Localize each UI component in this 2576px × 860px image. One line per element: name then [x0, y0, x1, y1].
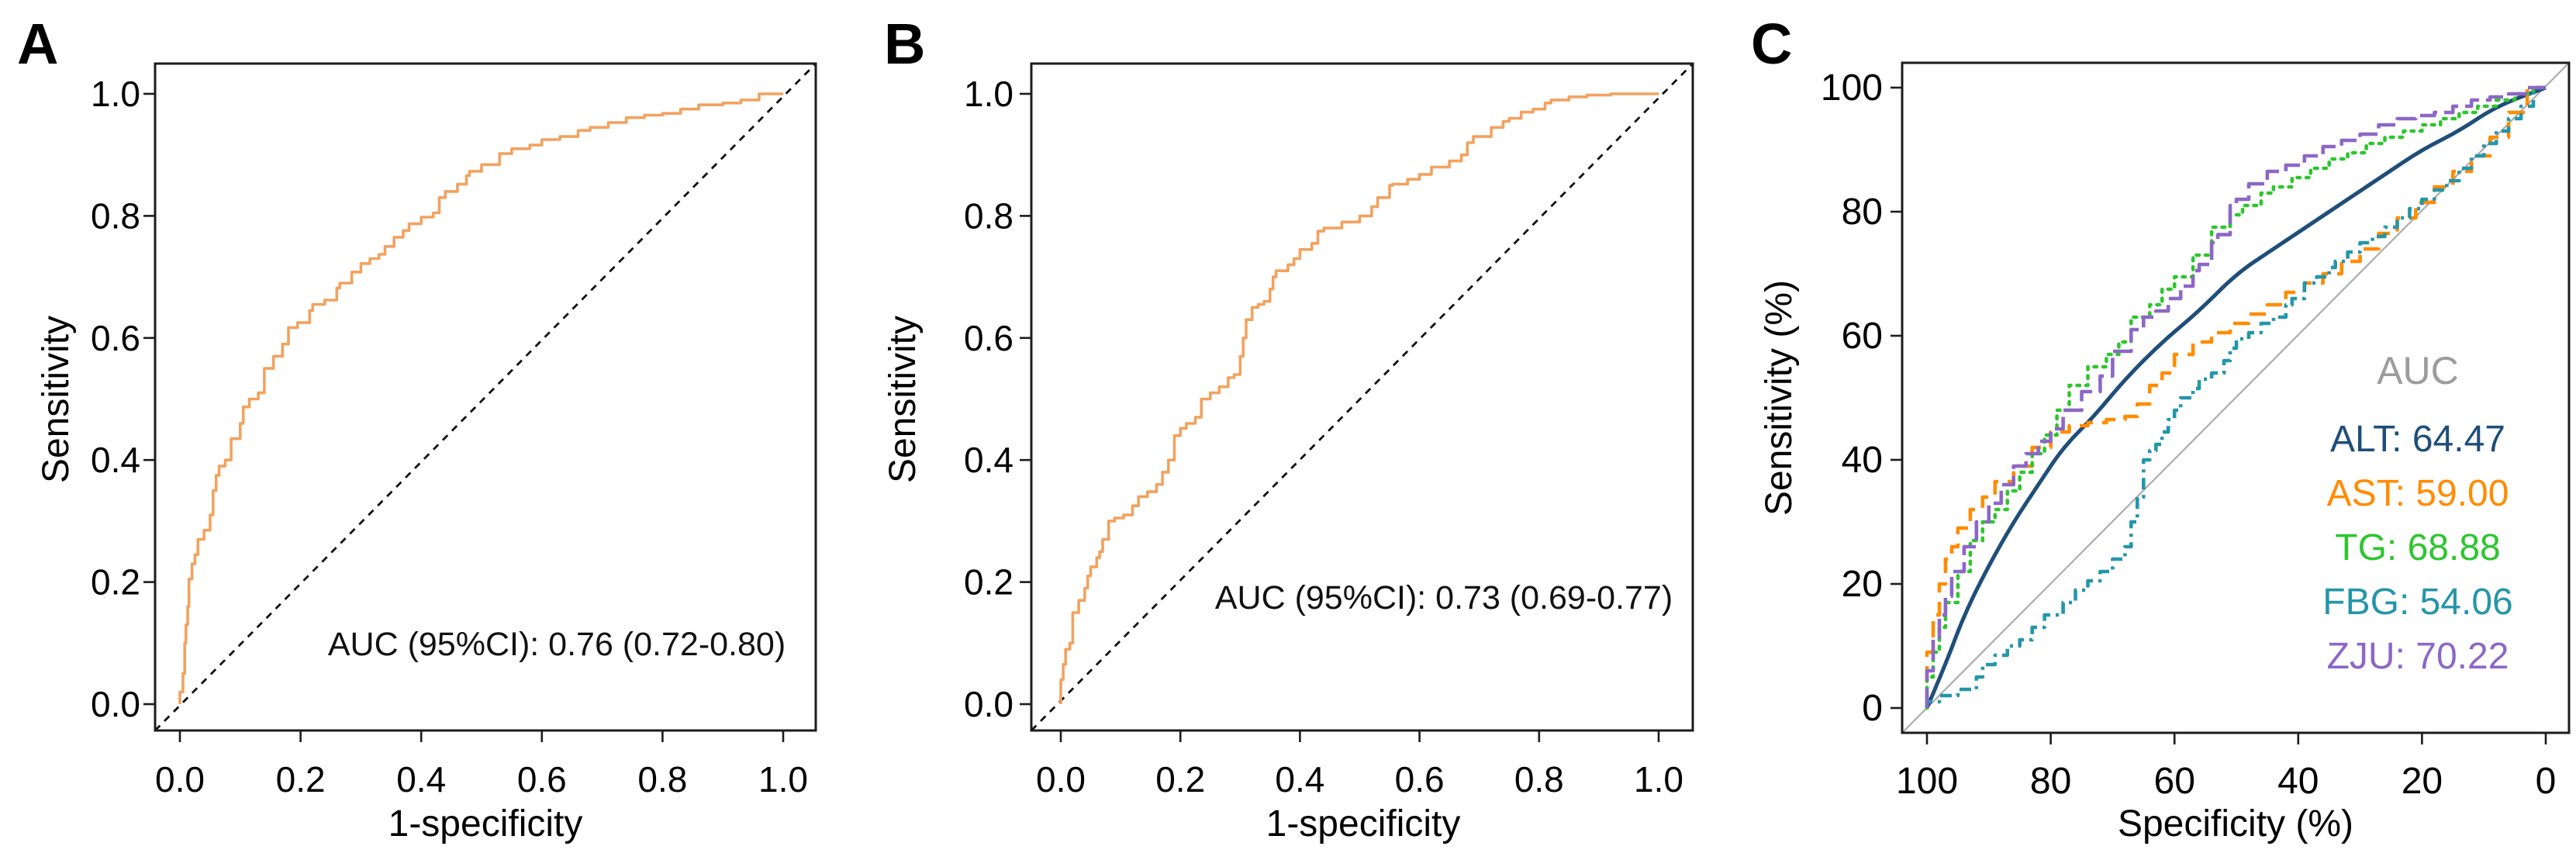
panel-a-letter: A	[17, 12, 59, 76]
panel-c-x-tick-label: 0	[2536, 761, 2557, 802]
panel-b-y-tick-label: 0.4	[964, 440, 1013, 480]
panel-c-x-tick-label: 100	[1896, 761, 1958, 802]
panel-c-x-axis-title: Specificity (%)	[2118, 803, 2353, 844]
panel-b-reference-diagonal	[1031, 63, 1694, 731]
panel-c-y-tick-label: 60	[1842, 316, 1883, 357]
panel-c-legend-entry-tg: TG: 68.88	[2335, 527, 2500, 568]
panel-b-auc-annotation: AUC (95%CI): 0.73 (0.69-0.77)	[1215, 579, 1673, 617]
panel-b-x-axis-title: 1-specificity	[1266, 803, 1461, 844]
panel-c-x-tick-label: 80	[2030, 761, 2071, 802]
panel-a-x-tick-label: 0.8	[637, 759, 687, 800]
panel-a-x-tick-label: 0.4	[396, 759, 446, 800]
panel-c-y-tick-label: 0	[1862, 688, 1883, 729]
panel-a-reference-diagonal	[154, 63, 817, 731]
panel-c-legend-entry-alt: ALT: 64.47	[2330, 419, 2505, 460]
panel-b-y-axis-title: Sensitivity	[882, 316, 924, 483]
panel-a-y-tick-label: 0.0	[91, 684, 140, 724]
panel-a-x-tick-label: 1.0	[758, 759, 808, 800]
panel-c-roc-curve-alt	[1925, 85, 2547, 709]
panel-b-y-tick-label: 0.2	[964, 562, 1013, 603]
panel-c-legend-title: AUC	[2377, 349, 2459, 392]
panel-a-y-tick-label: 0.8	[91, 195, 140, 236]
panel-c-roc-curve-tg	[1925, 85, 2548, 710]
panel-b-x-tick-label: 0.8	[1514, 759, 1564, 800]
panel-a-y-tick-label: 0.6	[91, 318, 140, 358]
panel-a-y-tick-label: 0.4	[91, 440, 140, 480]
panel-a-auc-annotation: AUC (95%CI): 0.76 (0.72-0.80)	[328, 626, 786, 663]
panel-c-y-tick-label: 20	[1842, 564, 1883, 605]
panel-a-x-axis-title: 1-specificity	[388, 803, 583, 844]
panel-b-y-tick-label: 0.6	[964, 318, 1013, 358]
panel-c-letter: C	[1751, 12, 1793, 76]
panel-b-y-tick-label: 1.0	[964, 74, 1013, 114]
panel-c-legend-entry-zju: ZJU: 70.22	[2327, 636, 2509, 677]
panel-c-x-tick-label: 60	[2154, 761, 2195, 802]
panel-c-roc-curve-ast	[1925, 85, 2546, 708]
panel-a-x-tick-label: 0.0	[155, 759, 205, 800]
panel-c-y-tick-label: 40	[1842, 440, 1883, 481]
panel-b-plot-border	[1030, 62, 1694, 732]
panel-a-roc-curve-roc	[178, 92, 783, 704]
panel-b-roc-curve-roc	[1059, 92, 1659, 704]
panel-c-plot-border	[1901, 61, 2571, 734]
panel-b-y-tick-label: 0.0	[964, 684, 1013, 724]
panel-b-x-tick-label: 0.0	[1036, 759, 1086, 800]
panel-b-y-tick-label: 0.8	[964, 195, 1013, 236]
panel-a-x-tick-label: 0.2	[276, 759, 326, 800]
panel-b-x-tick-label: 0.2	[1155, 759, 1205, 800]
panel-a-y-axis-title: Sensitivity	[36, 316, 77, 483]
panel-c-reference-diagonal	[1901, 62, 2570, 734]
panel-c-y-tick-label: 80	[1842, 192, 1883, 233]
panel-a-plot-border	[154, 62, 817, 732]
panel-c-legend-entry-ast: AST: 59.00	[2327, 473, 2509, 514]
panel-c-x-tick-label: 20	[2402, 761, 2443, 802]
panel-c-roc-curve-fbg	[1925, 85, 2546, 708]
panel-b-letter: B	[884, 12, 926, 76]
panel-c-y-axis-title: Sensitivity (%)	[1759, 280, 1800, 516]
panel-c-x-tick-label: 40	[2277, 761, 2319, 802]
panel-b-x-tick-label: 0.6	[1395, 759, 1445, 800]
panel-c-roc-curve-zju	[1925, 85, 2546, 708]
panel-c-y-tick-label: 100	[1821, 67, 1883, 109]
panel-a-y-tick-label: 0.2	[91, 562, 140, 603]
panel-c-legend-entry-fbg: FBG: 54.06	[2322, 582, 2512, 623]
panel-a-x-tick-label: 0.6	[517, 759, 567, 800]
panel-a-y-tick-label: 1.0	[91, 74, 140, 114]
panel-b-x-tick-label: 0.4	[1275, 759, 1324, 800]
panel-b-x-tick-label: 1.0	[1634, 759, 1683, 800]
